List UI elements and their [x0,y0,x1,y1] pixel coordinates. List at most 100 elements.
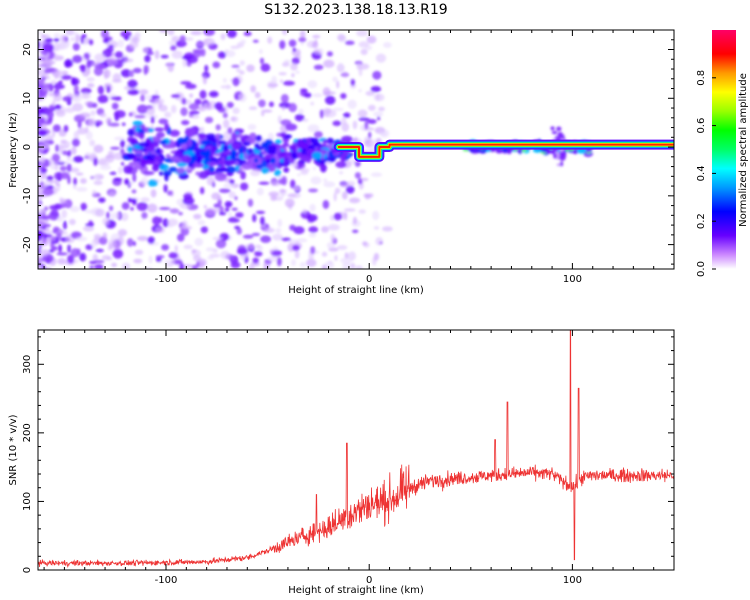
heatmap-noise-cell [40,146,44,152]
heatmap-noise-cell [120,30,132,38]
heatmap-noise-cell [248,242,255,250]
heatmap-noise-cell [229,179,235,185]
snr-x-axis-label: Height of straight line (km) [288,585,424,596]
heatmap-noise-cell [155,227,162,233]
heatmap-noise-cell [56,216,64,222]
heatmap-noise-cell [106,85,111,94]
heatmap-noise-cell [64,161,69,165]
heatmap-band-cell [214,172,227,182]
heatmap-band-cell [143,171,155,176]
heatmap-noise-cell [337,245,348,250]
heatmap-noise-cell [330,233,336,242]
y-tick-label: 200 [22,423,33,442]
heatmap-noise-cell [67,244,71,253]
heatmap-noise-cell [117,236,125,246]
heatmap-band-cell [155,147,161,155]
heatmap-noise-cell [189,93,194,98]
heatmap-noise-cell [260,216,265,226]
heatmap-noise-cell [53,226,60,232]
heatmap-noise-cell [85,130,93,140]
x-tick-label: -100 [155,274,178,285]
heatmap-band-cell [177,137,187,145]
heatmap-noise-cell [171,35,180,42]
heatmap-noise-cell [41,226,46,230]
heatmap-noise-cell [294,249,300,259]
heatmap-noise-cell [268,101,274,108]
heatmap-noise-cell [300,168,310,172]
heatmap-noise-cell [146,203,158,213]
heatmap-noise-cell [375,237,384,246]
heatmap-band-cell [224,159,235,166]
heatmap-noise-cell [350,78,356,86]
heatmap-noise-cell [101,255,111,261]
heatmap-band-cell [274,169,282,177]
heatmap-noise-cell [236,247,248,255]
heatmap-noise-cell [87,83,95,88]
heatmap-noise-cell [48,92,55,97]
heatmap-noise-cell [141,211,148,219]
heatmap-blobs [38,30,593,269]
heatmap-smear-cell [551,130,558,135]
snr-line [38,330,674,569]
heatmap-band-cell [285,123,298,131]
heatmap-noise-cell [53,42,60,52]
heatmap-noise-cell [158,118,169,125]
heatmap-noise-cell [332,76,338,83]
heatmap-noise-cell [226,101,234,109]
heatmap-noise-cell [335,161,347,169]
heatmap-noise-cell [66,163,72,173]
heatmap-smear-cell [560,161,564,167]
heatmap-noise-cell [123,58,134,63]
heatmap-noise-cell [42,188,54,196]
heatmap-noise-cell [86,59,91,69]
heatmap-noise-cell [73,184,77,190]
x-tick-label: 100 [563,575,582,586]
heatmap-noise-cell [239,182,249,191]
heatmap-band-cell [140,158,147,168]
heatmap-noise-cell [160,54,169,59]
heatmap-noise-cell [299,262,306,268]
heatmap-noise-cell [190,30,203,36]
heatmap-noise-cell [230,116,236,122]
heatmap-noise-cell [260,63,271,72]
y-tick-label: 0 [22,567,33,573]
heatmap-noise-cell [126,238,134,247]
heatmap-noise-cell [270,181,281,187]
heatmap-noise-cell [378,106,385,112]
heatmap-noise-cell [194,237,204,247]
heatmap-smear-cell [553,153,557,159]
heatmap-noise-cell [48,104,55,110]
heatmap-noise-cell [275,228,282,234]
heatmap-noise-cell [145,94,153,101]
heatmap-noise-cell [358,117,370,122]
heatmap-noise-cell [183,244,193,250]
heatmap-noise-cell [207,40,216,44]
heatmap-band-cell [184,135,190,140]
heatmap-noise-cell [343,112,351,118]
heatmap-noise-cell [319,109,324,119]
snr-frame [37,329,675,571]
heatmap-noise-cell [60,144,70,149]
heatmap-noise-cell [159,105,168,112]
heatmap-noise-cell [283,80,295,86]
heatmap-noise-cell [267,255,280,262]
colorbar-tick-label: 0.8 [696,70,707,86]
heatmap-band-cell [158,170,164,176]
heatmap-band-cell [128,112,133,117]
heatmap-noise-cell [134,32,141,39]
heatmap-noise-cell [108,191,116,197]
heatmap-noise-cell [324,95,336,105]
heatmap-noise-cell [44,115,48,122]
heatmap-noise-cell [199,90,207,99]
heatmap-noise-cell [59,172,70,180]
heatmap-noise-cell [341,117,347,125]
heatmap-band-cell [134,149,143,155]
heatmap-noise-cell [249,169,261,177]
heatmap-band-cell [148,128,154,133]
heatmap-band-cell [156,131,165,139]
heatmap-noise-cell [55,144,60,153]
heatmap-noise-cell [168,40,177,46]
heatmap-noise-cell [288,102,297,113]
heatmap-noise-cell [352,229,359,234]
heatmap-band-cell [267,145,277,153]
